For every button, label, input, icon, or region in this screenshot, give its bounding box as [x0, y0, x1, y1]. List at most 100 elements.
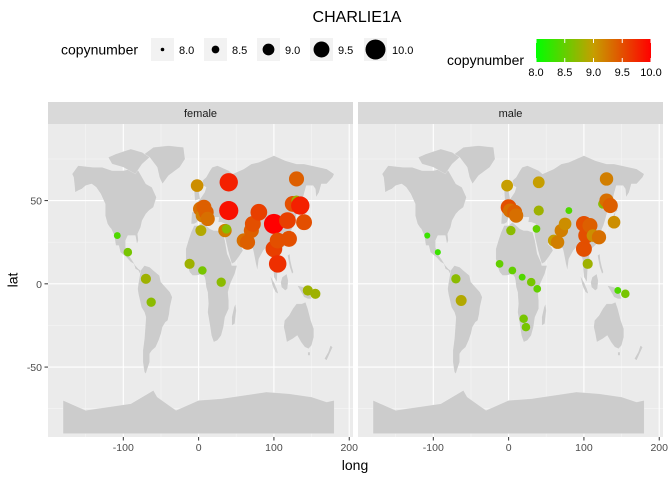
data-point	[599, 172, 614, 186]
y-tick-label: 50	[30, 196, 42, 208]
size-legend-point	[313, 41, 330, 58]
points	[113, 171, 321, 307]
data-point	[123, 247, 133, 257]
x-tick-label: 0	[196, 442, 202, 454]
chart-title: CHARLIE1A	[313, 9, 402, 26]
color-legend-label: 8.5	[557, 67, 572, 79]
data-point	[279, 212, 296, 229]
x-tick-label: 100	[265, 442, 283, 454]
data-point	[495, 260, 504, 268]
y-axis-label: lat	[5, 273, 21, 288]
x-axis-male: -100 0 100 200	[423, 437, 668, 454]
size-legend-title: copynumber	[61, 42, 138, 58]
facet-strip-label: female	[184, 108, 217, 120]
data-point	[451, 274, 461, 284]
size-legend-item: 8.0	[151, 38, 194, 61]
data-point	[558, 217, 572, 231]
y-tick-label: 0	[36, 279, 42, 291]
size-legend-point	[365, 39, 386, 60]
data-point	[508, 266, 517, 275]
data-point	[184, 258, 195, 269]
data-point	[518, 273, 526, 281]
data-point	[263, 213, 284, 234]
size-legend-point	[160, 47, 165, 52]
size-legend-label: 9.0	[285, 45, 300, 57]
data-point	[200, 211, 215, 227]
data-point	[198, 266, 207, 275]
data-point	[582, 258, 593, 269]
x-axis-female: -100 0 100 200	[113, 437, 358, 454]
size-legend-item: 10.0	[364, 38, 413, 61]
data-point	[533, 205, 544, 216]
color-legend-label: 9.0	[586, 67, 601, 79]
data-point	[521, 322, 531, 332]
data-point	[602, 198, 618, 214]
color-legend-label: 9.5	[615, 67, 630, 79]
x-tick-label: 0	[506, 442, 512, 454]
x-axis-label: long	[342, 457, 368, 473]
size-legend-item: 9.0	[257, 38, 300, 61]
size-legend-point	[262, 43, 275, 56]
facet-strip-label: male	[499, 108, 523, 120]
data-point	[140, 273, 151, 284]
data-point	[607, 215, 621, 229]
data-point	[250, 203, 268, 221]
size-legend-label: 9.5	[338, 45, 353, 57]
size-legend-point	[211, 45, 220, 54]
data-point	[532, 176, 545, 189]
data-point	[509, 208, 524, 223]
data-point	[526, 277, 536, 287]
data-point	[532, 225, 541, 233]
color-legend-label: 8.0	[528, 67, 543, 79]
data-point	[281, 230, 297, 247]
y-tick-label: -50	[27, 362, 42, 374]
points	[424, 172, 630, 332]
data-point	[268, 255, 287, 273]
size-legend: copynumber 8.0 8.5 9.0 9.5 10.0	[61, 38, 413, 61]
data-point	[565, 207, 573, 215]
x-tick-label: 100	[575, 442, 593, 454]
data-point	[291, 196, 310, 215]
data-point	[519, 314, 528, 324]
facet-panel-female: female	[48, 102, 353, 437]
facet-strip	[358, 102, 663, 124]
data-point	[195, 225, 207, 237]
y-axis: -50 0 50	[27, 196, 48, 374]
data-point	[434, 249, 441, 256]
data-point	[575, 240, 592, 257]
data-point	[219, 173, 238, 192]
facet-panel-male: male	[358, 102, 663, 437]
data-point	[614, 287, 622, 294]
data-point	[591, 230, 607, 245]
color-legend-bar	[536, 39, 651, 62]
data-point	[424, 232, 431, 239]
data-point	[550, 235, 565, 249]
x-tick-label: -100	[113, 442, 134, 454]
size-legend-label: 8.5	[232, 45, 247, 57]
size-legend-item: 9.5	[310, 38, 353, 61]
data-point	[240, 234, 256, 250]
x-tick-label: 200	[650, 442, 668, 454]
data-point	[296, 214, 312, 231]
x-tick-label: -100	[423, 442, 444, 454]
size-legend-item: 8.5	[204, 38, 247, 61]
data-point	[288, 171, 305, 187]
data-point	[533, 284, 542, 293]
data-point	[219, 200, 239, 221]
data-point	[146, 297, 156, 307]
size-legend-label: 8.0	[179, 45, 194, 57]
data-point	[216, 277, 226, 287]
size-legend-label: 10.0	[392, 45, 413, 57]
data-point	[501, 179, 514, 192]
data-point	[455, 294, 467, 306]
color-legend: copynumber 8.0 8.5 9.0 9.5 10.0	[447, 39, 662, 79]
color-legend-title: copynumber	[447, 52, 524, 68]
data-point	[621, 289, 630, 299]
color-legend-label: 10.0	[640, 67, 661, 79]
x-tick-label: 200	[340, 442, 358, 454]
data-point	[190, 179, 204, 192]
data-point	[113, 232, 121, 239]
data-point	[310, 288, 321, 299]
facet-strip	[48, 102, 353, 124]
